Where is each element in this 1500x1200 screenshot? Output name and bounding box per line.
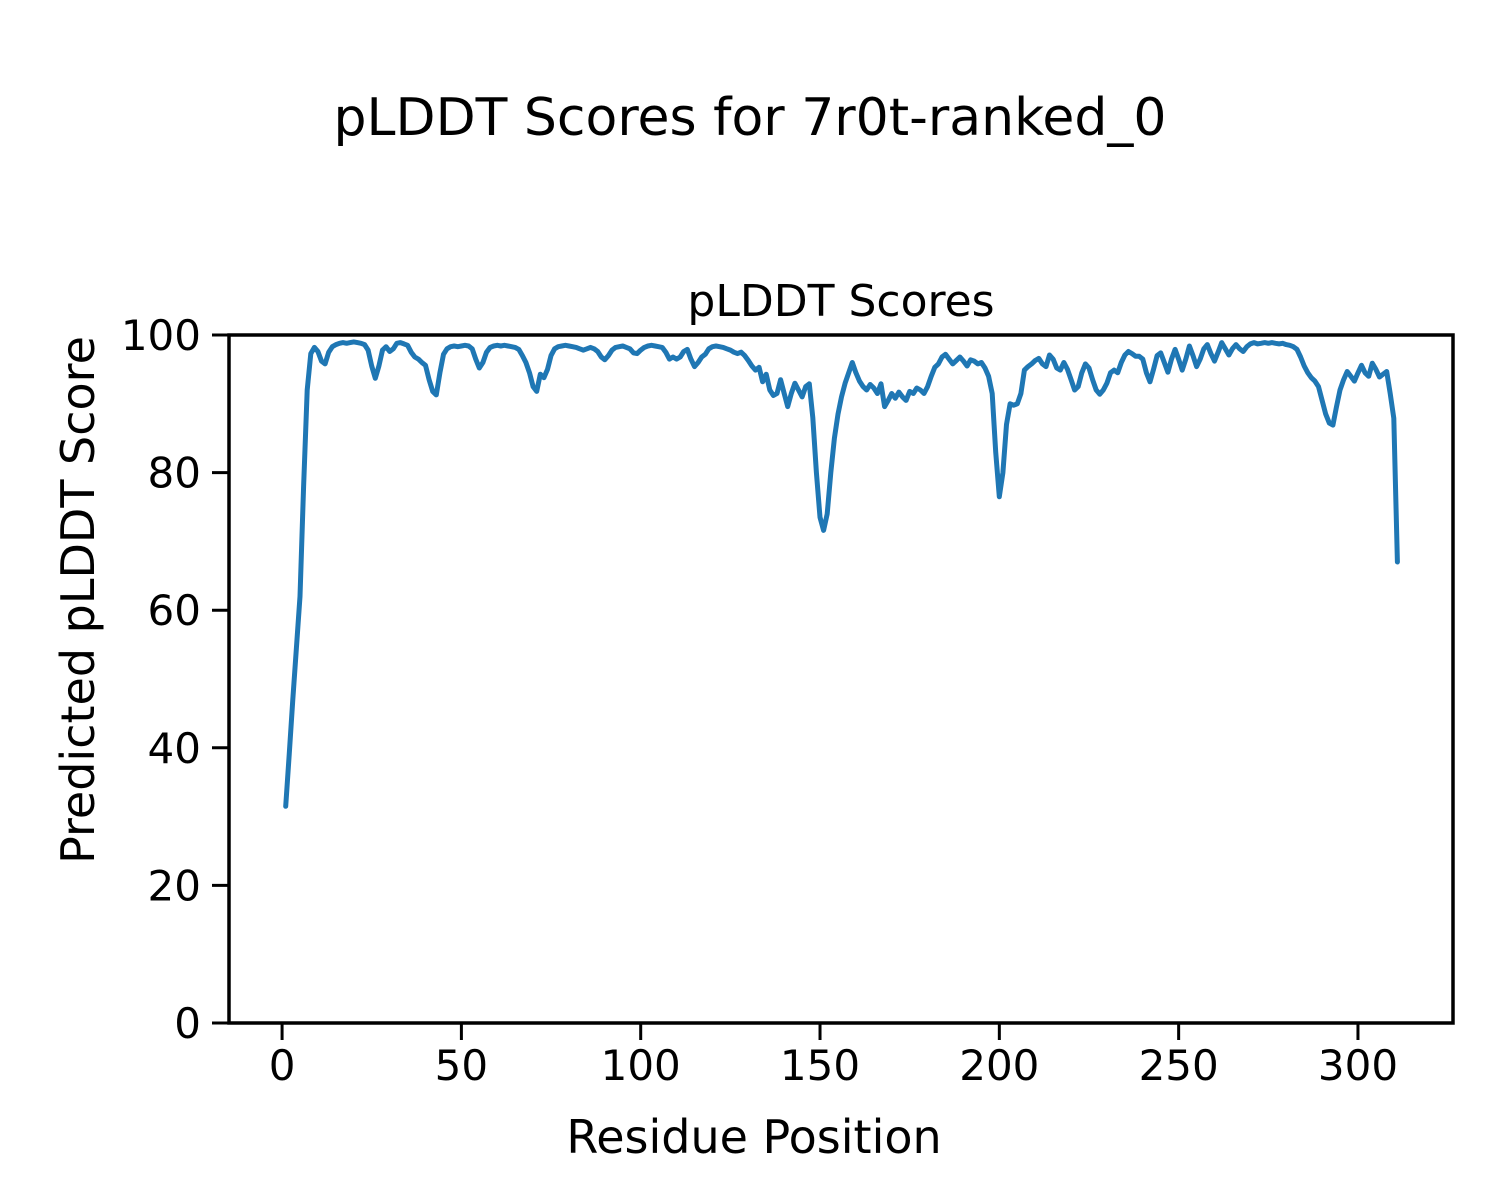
x-tick-label: 50 — [435, 1041, 488, 1090]
y-tick-label: 0 — [174, 999, 201, 1048]
figure-title: pLDDT Scores for 7r0t-ranked_0 — [333, 88, 1167, 148]
x-tick-label: 150 — [780, 1041, 860, 1090]
axes-title: pLDDT Scores — [687, 276, 995, 327]
y-tick-label: 60 — [148, 586, 201, 635]
x-axis-label: Residue Position — [566, 1110, 942, 1164]
plddt-line — [283, 339, 1400, 809]
y-tick-label: 20 — [148, 861, 201, 910]
y-tick-label: 40 — [148, 724, 201, 773]
y-tick-label: 100 — [121, 311, 201, 360]
plot-frame — [227, 333, 1455, 1025]
x-tick-label: 200 — [959, 1041, 1039, 1090]
x-tick-label: 100 — [601, 1041, 681, 1090]
x-tick-label: 0 — [269, 1041, 296, 1090]
y-tick-label: 80 — [148, 449, 201, 498]
x-tick-label: 300 — [1318, 1041, 1398, 1090]
x-tick-label: 250 — [1139, 1041, 1219, 1090]
